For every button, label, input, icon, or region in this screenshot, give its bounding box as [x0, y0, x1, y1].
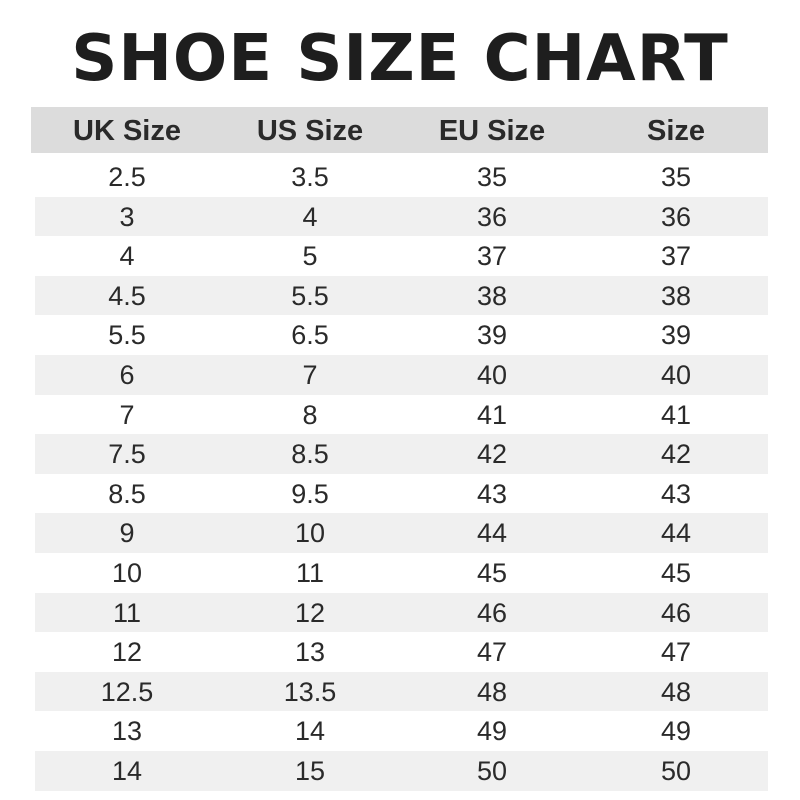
cell-uk-size: 3	[119, 201, 135, 232]
cell-us-size: 12	[294, 597, 326, 628]
cell-size: 40	[660, 360, 692, 390]
cell-size: 35	[660, 162, 692, 192]
cell-eu-size: 35	[476, 162, 508, 192]
cell-uk-size: 10	[111, 558, 143, 588]
table-row: 12.5 13.5 48 48	[35, 671, 768, 712]
cell-us-size: 8	[302, 399, 318, 430]
cell-eu-size: 43	[476, 478, 508, 509]
cell-size: 39	[660, 320, 692, 351]
cell-size: 38	[660, 280, 692, 311]
table-header: UK Size US Size EU Size Size	[31, 107, 768, 153]
cell-uk-size: 12	[111, 637, 143, 668]
table-row: 4 5 37 37	[35, 236, 768, 276]
table-row: 12 13 47 47	[35, 632, 768, 672]
cell-us-size: 4	[302, 201, 318, 232]
table-row: 2.5 3.5 35 35	[35, 157, 768, 197]
cell-size: 37	[660, 241, 692, 272]
header-eu-size: EU Size	[438, 115, 546, 147]
cell-uk-size: 13	[111, 716, 143, 747]
header-size: Size	[646, 115, 706, 147]
cell-uk-size: 5.5	[108, 320, 146, 351]
cell-eu-size: 41	[476, 399, 508, 430]
header-us-size: US Size	[256, 115, 364, 147]
cell-eu-size: 49	[476, 716, 508, 747]
cell-uk-size: 7	[119, 399, 135, 430]
cell-us-size: 3.5	[291, 162, 329, 192]
cell-us-size: 8.5	[291, 439, 329, 470]
cell-uk-size: 14	[111, 756, 143, 786]
cell-us-size: 5.5	[291, 280, 329, 311]
table-row: 6 7 40 40	[35, 355, 768, 395]
cell-eu-size: 39	[476, 320, 508, 351]
cell-eu-size: 47	[476, 637, 508, 668]
cell-uk-size: 2.5	[108, 162, 146, 192]
cell-size: 42	[660, 439, 692, 470]
cell-eu-size: 48	[476, 676, 508, 707]
cell-eu-size: 38	[476, 280, 508, 311]
header-uk-size: UK Size	[73, 115, 181, 147]
cell-uk-size: 8.5	[108, 478, 146, 509]
table-row: 13 14 49 49	[35, 711, 768, 751]
table-row: 3 4 36 36	[35, 196, 768, 237]
cell-size: 43	[660, 478, 692, 509]
cell-eu-size: 45	[476, 558, 508, 588]
cell-us-size: 6.5	[291, 320, 329, 351]
cell-size: 50	[660, 756, 692, 786]
page-title: SHOE SIZE CHART	[71, 22, 729, 96]
cell-uk-size: 4	[119, 241, 135, 272]
cell-eu-size: 42	[476, 439, 508, 470]
cell-uk-size: 11	[112, 597, 142, 628]
cell-uk-size: 4.5	[108, 280, 146, 311]
cell-us-size: 15	[294, 756, 326, 786]
cell-size: 36	[660, 201, 692, 232]
table-row: 11 12 46 46	[35, 592, 768, 633]
cell-size: 41	[660, 399, 692, 430]
cell-size: 48	[660, 676, 692, 707]
table-row: 7 8 41 41	[35, 395, 768, 435]
cell-eu-size: 36	[476, 201, 508, 232]
cell-uk-size: 9	[119, 518, 135, 549]
cell-us-size: 10	[294, 518, 326, 549]
cell-uk-size: 12.5	[100, 676, 154, 707]
cell-size: 45	[660, 558, 692, 588]
cell-eu-size: 44	[476, 518, 508, 549]
cell-us-size: 9.5	[291, 478, 329, 509]
table-row: 4.5 5.5 38 38	[35, 275, 768, 316]
table-row: 10 11 45 45	[35, 553, 768, 593]
cell-us-size: 5	[302, 241, 318, 272]
cell-us-size: 13.5	[283, 676, 337, 707]
cell-eu-size: 37	[476, 241, 508, 272]
cell-us-size: 14	[294, 716, 326, 747]
cell-size: 49	[660, 716, 692, 747]
cell-size: 46	[660, 597, 692, 628]
cell-eu-size: 46	[476, 597, 508, 628]
table-row: 9 10 44 44	[35, 513, 768, 553]
cell-us-size: 11	[295, 558, 325, 588]
table-row: 14 15 50 50	[35, 751, 768, 791]
table-row: 7.5 8.5 42 42	[35, 434, 768, 474]
table-row: 8.5 9.5 43 43	[35, 474, 768, 514]
cell-size: 44	[660, 518, 692, 549]
cell-uk-size: 6	[119, 360, 135, 390]
cell-us-size: 13	[294, 637, 326, 668]
cell-size: 47	[660, 637, 692, 668]
table-row: 5.5 6.5 39 39	[35, 315, 768, 355]
cell-us-size: 7	[302, 360, 318, 390]
cell-eu-size: 40	[476, 360, 508, 390]
cell-uk-size: 7.5	[108, 439, 146, 470]
cell-eu-size: 50	[476, 756, 508, 786]
